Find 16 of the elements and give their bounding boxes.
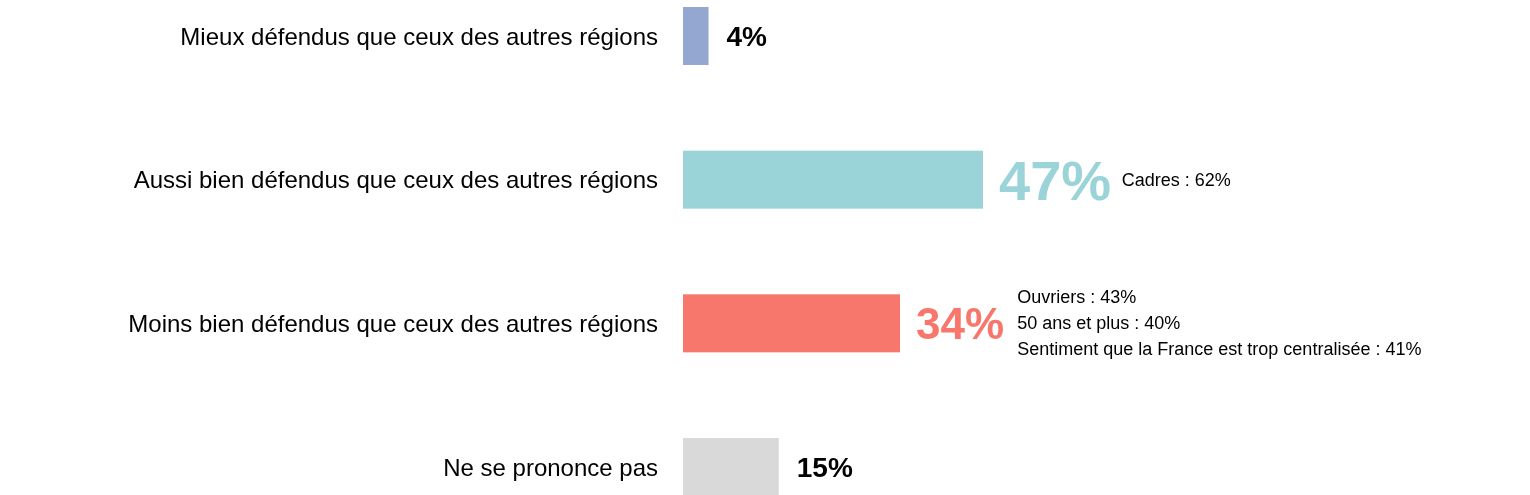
bar — [683, 7, 709, 65]
bar — [683, 294, 901, 353]
y-tick-label: Moins bien défendus que ceux des autres régions — [128, 309, 658, 337]
text: Cadres : 62% — [1121, 169, 1231, 190]
bar — [683, 438, 779, 495]
text: Sentiment que la France est trop centralisée : 41% — [1017, 339, 1422, 360]
text: 50 ans et plus : 40% — [1017, 313, 1181, 334]
y-tick-label: Mieux défendus que ceux des autres régions — [180, 22, 658, 50]
bar — [683, 150, 983, 209]
y-tick-label: Ne se prononce pas — [443, 453, 658, 481]
data-label: 47% — [999, 148, 1112, 212]
text: Ouvriers : 43% — [1017, 287, 1137, 308]
y-tick-label: Aussi bien défendus que ceux des autres régions — [133, 166, 658, 194]
data-label: 34% — [916, 299, 1005, 349]
data-label: 15% — [796, 452, 853, 484]
data-label: 4% — [726, 21, 768, 53]
